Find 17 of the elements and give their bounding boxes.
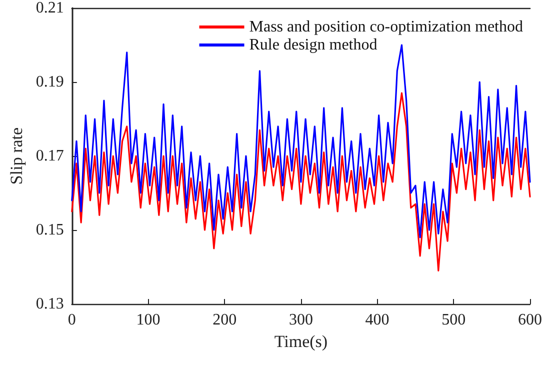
x-tick-label: 100 [136, 312, 160, 328]
x-tick-label: 200 [212, 312, 237, 328]
x-tick-label: 500 [442, 312, 466, 328]
x-tick-label: 0 [68, 312, 76, 328]
y-tick-label: 0.13 [36, 296, 64, 312]
x-tick-label: 300 [288, 312, 313, 328]
y-tick-label: 0.15 [36, 222, 64, 238]
line-series [71, 92, 531, 272]
x-tick-label: 600 [518, 312, 542, 328]
y-tick-label: 0.17 [36, 148, 64, 164]
legend-label: Mass and position co-optimization method [249, 18, 524, 36]
y-axis-title: Slip rate [7, 127, 26, 185]
legend-label: Rule design method [249, 36, 378, 54]
x-axis-title: Time(s) [274, 332, 328, 351]
x-tick-label: 400 [365, 312, 390, 328]
y-tick-label: 0.19 [36, 74, 64, 90]
y-tick-label: 0.21 [36, 0, 64, 16]
